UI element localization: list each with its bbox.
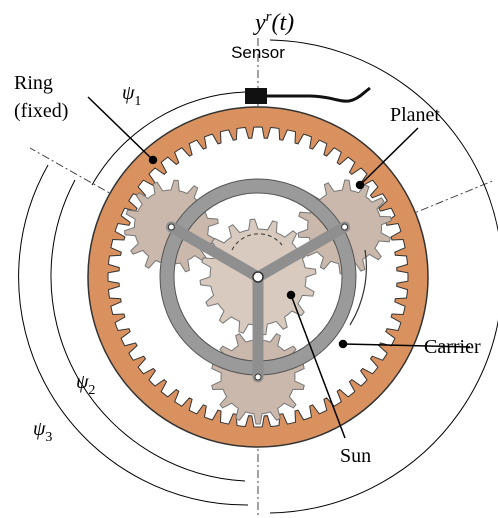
psi2-symbol: ψ [76,371,89,393]
output-symbol: y [253,10,266,36]
ring-label-sub: (fixed) [14,100,68,122]
psi3-symbol: ψ [33,418,46,440]
sun-hub [253,272,263,282]
sensor [245,88,370,104]
carrier-label: Carrier [424,336,481,358]
psi3-label: ψ3 [33,418,52,445]
output-label: yr(t) [253,9,294,36]
psi2-sub: 2 [88,383,95,398]
gears [88,107,428,447]
psi1-sub: 1 [134,94,141,109]
output-arg: (t) [272,10,295,36]
ring-label: Ring [14,72,53,94]
planet-pin [255,374,261,380]
psi1-label: ψ1 [122,82,141,109]
planet-label: Planet [390,104,440,126]
psi2-label: ψ2 [76,371,95,398]
planet-pin [168,224,174,230]
planetary-gear-diagram: yr(t) Sensor Ring (fixed) Planet Carrier… [0,0,498,518]
planet-pin [342,224,348,230]
sun-label: Sun [340,445,371,467]
psi3-sub: 3 [45,430,52,445]
sensor-label: Sensor [231,43,285,62]
psi1-symbol: ψ [122,82,135,104]
